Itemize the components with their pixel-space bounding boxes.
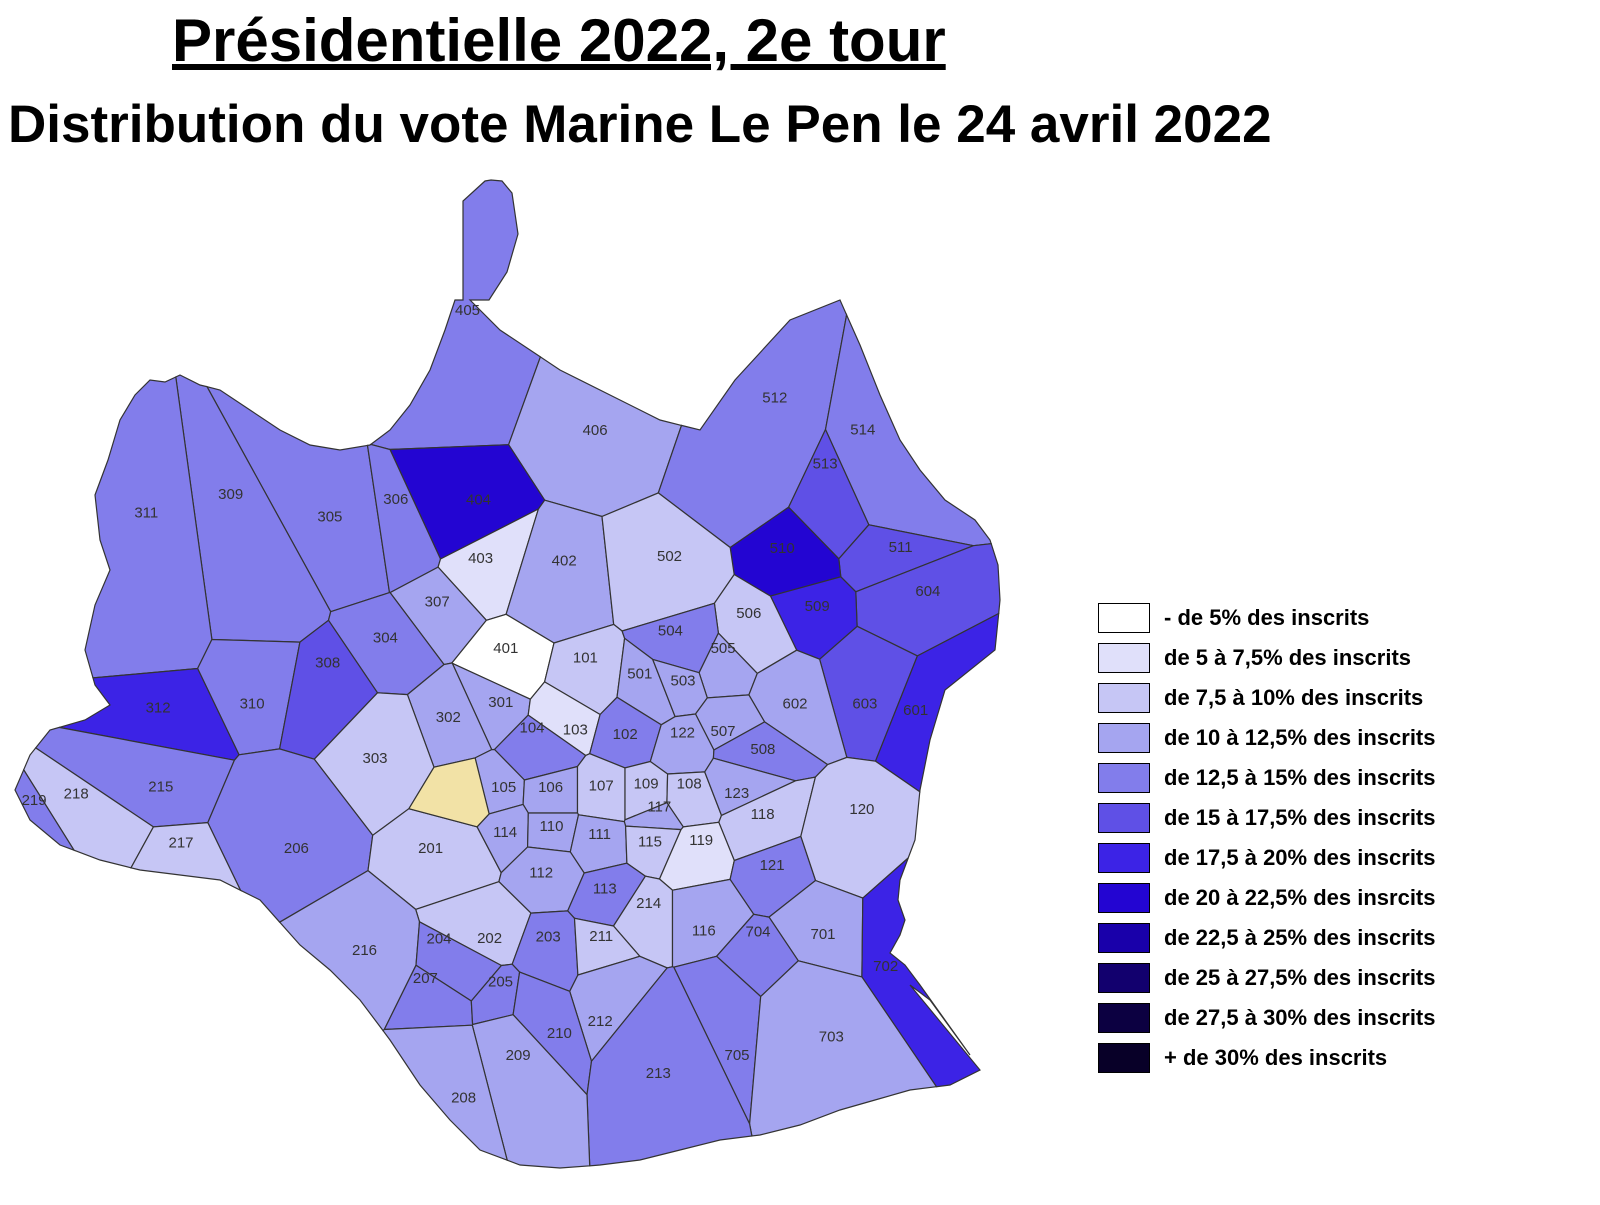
svg-text:101: 101 <box>573 650 598 667</box>
svg-text:215: 215 <box>148 778 173 795</box>
svg-text:302: 302 <box>436 709 461 726</box>
svg-text:308: 308 <box>315 655 340 672</box>
svg-text:405: 405 <box>455 302 480 319</box>
svg-text:107: 107 <box>589 778 614 795</box>
svg-text:501: 501 <box>627 665 652 682</box>
svg-text:511: 511 <box>889 539 913 556</box>
svg-text:122: 122 <box>670 724 695 741</box>
svg-text:502: 502 <box>657 548 682 565</box>
svg-text:116: 116 <box>692 922 716 939</box>
svg-text:207: 207 <box>413 970 438 987</box>
svg-text:118: 118 <box>751 806 775 823</box>
svg-text:403: 403 <box>468 550 493 567</box>
svg-text:510: 510 <box>770 540 795 557</box>
svg-text:304: 304 <box>373 629 398 646</box>
svg-text:219: 219 <box>22 792 47 809</box>
svg-text:213: 213 <box>646 1065 671 1082</box>
svg-text:113: 113 <box>593 881 617 898</box>
svg-text:202: 202 <box>477 930 502 947</box>
svg-text:102: 102 <box>613 726 638 743</box>
svg-text:404: 404 <box>466 492 491 509</box>
svg-text:301: 301 <box>488 694 513 711</box>
svg-text:204: 204 <box>426 931 451 948</box>
svg-text:705: 705 <box>724 1047 749 1064</box>
svg-text:702: 702 <box>873 958 898 975</box>
svg-text:205: 205 <box>488 974 513 991</box>
svg-text:210: 210 <box>547 1025 572 1042</box>
svg-text:309: 309 <box>218 486 243 503</box>
svg-text:121: 121 <box>760 857 785 874</box>
svg-text:217: 217 <box>168 834 193 851</box>
svg-text:218: 218 <box>64 785 89 802</box>
svg-text:112: 112 <box>529 864 553 881</box>
svg-text:115: 115 <box>638 833 662 850</box>
svg-text:604: 604 <box>915 583 940 600</box>
svg-text:505: 505 <box>711 640 736 657</box>
svg-text:703: 703 <box>819 1029 844 1046</box>
svg-text:704: 704 <box>745 924 770 941</box>
svg-text:119: 119 <box>689 832 713 849</box>
svg-text:209: 209 <box>506 1047 531 1064</box>
svg-text:512: 512 <box>762 390 787 407</box>
svg-text:110: 110 <box>540 818 564 835</box>
svg-text:201: 201 <box>418 840 443 857</box>
svg-text:504: 504 <box>658 623 683 640</box>
svg-text:307: 307 <box>425 594 450 611</box>
svg-text:310: 310 <box>240 696 265 713</box>
svg-text:123: 123 <box>724 785 749 802</box>
svg-text:208: 208 <box>451 1090 476 1107</box>
svg-text:406: 406 <box>583 422 608 439</box>
svg-text:108: 108 <box>677 775 702 792</box>
svg-text:509: 509 <box>805 598 830 615</box>
svg-text:211: 211 <box>589 928 613 945</box>
svg-text:206: 206 <box>284 840 309 857</box>
svg-text:507: 507 <box>710 723 735 740</box>
svg-text:401: 401 <box>493 640 518 657</box>
svg-text:105: 105 <box>491 779 516 796</box>
svg-text:106: 106 <box>538 779 563 796</box>
svg-text:104: 104 <box>519 719 544 736</box>
svg-text:508: 508 <box>750 741 775 758</box>
svg-text:109: 109 <box>634 775 659 792</box>
svg-text:303: 303 <box>362 750 387 767</box>
svg-text:212: 212 <box>588 1013 613 1030</box>
svg-text:513: 513 <box>813 455 838 472</box>
svg-text:120: 120 <box>849 801 874 818</box>
svg-text:603: 603 <box>852 695 877 712</box>
svg-text:103: 103 <box>563 721 588 738</box>
svg-text:312: 312 <box>146 700 171 717</box>
svg-text:114: 114 <box>493 824 517 841</box>
svg-text:402: 402 <box>552 552 577 569</box>
svg-text:117: 117 <box>647 798 671 815</box>
svg-text:602: 602 <box>782 695 807 712</box>
svg-text:601: 601 <box>903 702 928 719</box>
svg-text:216: 216 <box>352 942 377 959</box>
svg-text:701: 701 <box>810 926 835 943</box>
svg-text:214: 214 <box>636 895 661 912</box>
svg-text:503: 503 <box>670 672 695 689</box>
svg-text:306: 306 <box>383 491 408 508</box>
svg-text:311: 311 <box>134 505 158 522</box>
svg-text:506: 506 <box>736 605 761 622</box>
svg-text:111: 111 <box>588 826 611 843</box>
svg-text:514: 514 <box>850 422 875 439</box>
svg-text:305: 305 <box>317 508 342 525</box>
svg-text:203: 203 <box>536 928 561 945</box>
